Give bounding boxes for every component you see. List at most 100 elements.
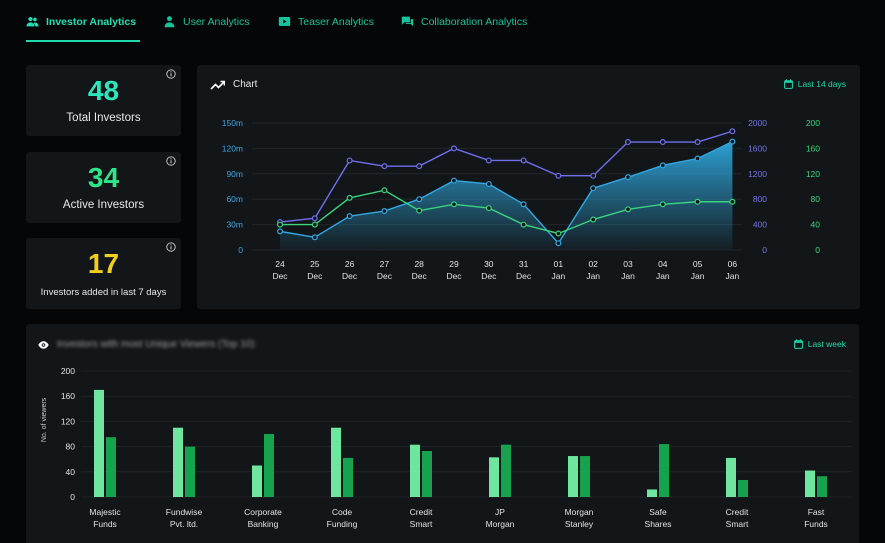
- data-point: [625, 206, 632, 213]
- right-axis-tick: 120: [806, 169, 820, 179]
- bar: [343, 457, 353, 497]
- data-point: [659, 201, 666, 208]
- data-point: [346, 194, 353, 201]
- bar-chart: 0 40 80 120 160 200 No. of viewers Majestic Fund…: [41, 366, 852, 529]
- data-point: [520, 201, 527, 208]
- info-icon[interactable]: [166, 69, 176, 79]
- bar: [647, 489, 657, 497]
- x-axis-tick: Morgan: [565, 507, 594, 517]
- info-icon[interactable]: [166, 156, 176, 166]
- data-point: [590, 185, 597, 192]
- tab-label: User Analytics: [183, 16, 250, 28]
- x-axis-tick: Jan: [691, 271, 705, 281]
- bar: [489, 457, 499, 497]
- x-axis-tick: 04: [658, 259, 668, 269]
- video-icon: [278, 17, 291, 26]
- data-point: [520, 221, 527, 228]
- left-axis-tick: 0: [238, 245, 243, 255]
- data-point: [590, 172, 597, 179]
- data-point: [311, 221, 318, 228]
- x-axis-tick: Smart: [410, 519, 433, 529]
- bar-period-selector[interactable]: Last week: [793, 339, 846, 349]
- new-investors-card: 17 Investors added in last 7 days: [26, 238, 181, 309]
- x-axis-tick: Pvt. ltd.: [170, 519, 198, 529]
- x-axis-tick: Funding: [327, 519, 358, 529]
- right-axis-tick: 2000: [748, 118, 767, 128]
- y-axis-tick: 200: [61, 366, 75, 376]
- line-chart: 0 0 0 30m 400 40 60m 800 80 90m 1200 120 120m 1600 160…: [222, 118, 821, 281]
- x-axis-tick: Fundwise: [166, 507, 203, 517]
- bar: [805, 470, 815, 497]
- data-point: [416, 196, 423, 203]
- data-point: [555, 240, 562, 247]
- left-axis-tick: 30m: [226, 220, 243, 230]
- x-axis-tick: Smart: [726, 519, 749, 529]
- x-axis-tick: 01: [554, 259, 564, 269]
- tab-investor-analytics[interactable]: Investor Analytics: [26, 16, 141, 44]
- x-axis-tick: 02: [588, 259, 598, 269]
- data-point: [276, 221, 283, 228]
- x-axis-tick: Jan: [621, 271, 635, 281]
- x-axis-tick: 24: [275, 259, 285, 269]
- x-axis-tick: 30: [484, 259, 494, 269]
- x-axis-tick: Fast: [808, 507, 825, 517]
- period-label: Last 14 days: [797, 79, 846, 89]
- bar: [568, 456, 578, 497]
- stat-label: Total Investors: [66, 112, 141, 124]
- info-icon[interactable]: [166, 242, 176, 252]
- tab-teaser-analytics[interactable]: Teaser Analytics: [278, 16, 374, 44]
- data-point: [346, 157, 353, 164]
- calendar-icon: [793, 339, 803, 349]
- data-point: [485, 205, 492, 212]
- data-point: [311, 234, 318, 241]
- right-axis-tick: 1600: [748, 143, 767, 153]
- tab-label: Collaboration Analytics: [421, 16, 528, 28]
- x-axis-tick: 03: [623, 259, 633, 269]
- data-point: [729, 138, 736, 145]
- data-point: [485, 180, 492, 187]
- data-point: [276, 228, 283, 235]
- x-axis-tick: Credit: [410, 507, 433, 517]
- data-point: [520, 157, 527, 164]
- x-axis-tick: Dec: [342, 271, 358, 281]
- right-axis-tick: 400: [753, 220, 767, 230]
- data-point: [659, 162, 666, 169]
- stat-label: Active Investors: [62, 199, 145, 211]
- bar: [106, 437, 116, 497]
- right-axis-tick: 0: [815, 245, 820, 255]
- data-point: [451, 145, 458, 152]
- stat-label: Investors added in last 7 days: [40, 287, 167, 298]
- line-period-selector[interactable]: Last 14 days: [783, 79, 846, 89]
- data-point: [694, 139, 701, 146]
- x-axis-tick: 31: [519, 259, 529, 269]
- panel-title: Investors with most Unique Viewers (Top …: [57, 339, 255, 350]
- left-axis-tick: 60m: [226, 194, 243, 204]
- left-axis-tick: 120m: [222, 143, 243, 153]
- x-axis-tick: Dec: [412, 271, 428, 281]
- panel-title: Chart: [233, 79, 258, 90]
- trending-up-icon: [210, 80, 225, 90]
- x-axis-tick: Jan: [552, 271, 566, 281]
- tab-user-analytics[interactable]: User Analytics: [163, 16, 250, 44]
- x-axis-tick: Dec: [272, 271, 288, 281]
- bar: [94, 389, 104, 497]
- data-point: [451, 201, 458, 208]
- right-axis-tick: 0: [762, 245, 767, 255]
- x-axis-tick: JP: [495, 507, 505, 517]
- x-axis-tick: 27: [380, 259, 390, 269]
- bar: [252, 465, 262, 497]
- data-point: [451, 177, 458, 184]
- data-point: [416, 207, 423, 214]
- active-investors-card: 34 Active Investors: [26, 152, 181, 223]
- data-point: [311, 215, 318, 222]
- data-point: [694, 198, 701, 205]
- tab-collaboration-analytics[interactable]: Collaboration Analytics: [401, 16, 527, 44]
- x-axis-tick: Dec: [516, 271, 532, 281]
- x-axis-tick: Dec: [446, 271, 462, 281]
- x-axis-tick: Funds: [93, 519, 117, 529]
- bar: [410, 444, 420, 497]
- x-axis-tick: 28: [414, 259, 424, 269]
- stat-value: 34: [87, 162, 120, 193]
- right-axis-tick: 1200: [748, 169, 767, 179]
- data-point: [381, 208, 388, 215]
